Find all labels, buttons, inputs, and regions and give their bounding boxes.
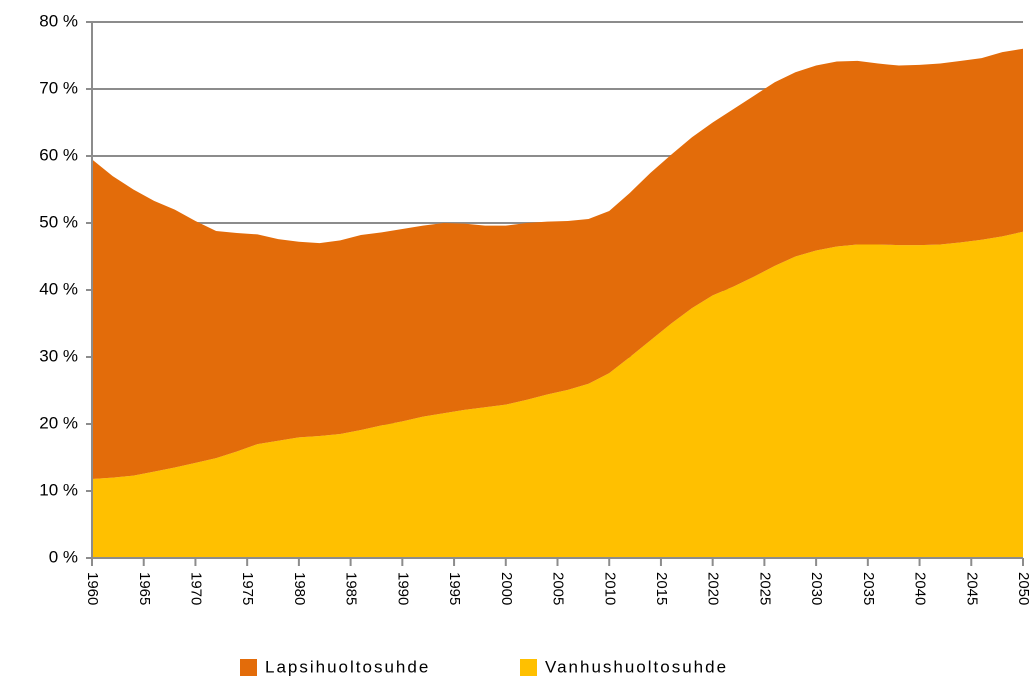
x-tick-label: 1975 xyxy=(239,572,256,605)
y-tick-label: 10 % xyxy=(39,480,78,499)
x-tick-label: 2015 xyxy=(653,572,670,605)
x-tick-label: 1960 xyxy=(84,572,101,605)
x-tick-label: 2035 xyxy=(860,572,877,605)
x-tick-label: 2050 xyxy=(1015,572,1032,605)
x-tick-label: 1970 xyxy=(187,572,204,605)
x-tick-label: 2000 xyxy=(498,572,515,605)
legend-label: Vanhushuoltosuhde xyxy=(545,657,728,676)
x-tick-label: 2010 xyxy=(601,572,618,605)
x-tick-label: 2040 xyxy=(912,572,929,605)
x-tick-label: 1995 xyxy=(446,572,463,605)
area xyxy=(92,231,1023,558)
legend-label: Lapsihuoltosuhde xyxy=(265,657,430,676)
area xyxy=(92,48,1023,479)
x-tick-label: 1965 xyxy=(136,572,153,605)
x-tick-label: 2020 xyxy=(705,572,722,605)
y-tick-label: 0 % xyxy=(49,547,78,566)
x-tick-label: 1980 xyxy=(291,572,308,605)
x-tick-label: 2005 xyxy=(550,572,567,605)
legend-swatch xyxy=(240,659,257,676)
y-tick-label: 30 % xyxy=(39,346,78,365)
y-tick-label: 70 % xyxy=(39,78,78,97)
legend-swatch xyxy=(520,659,537,676)
x-tick-label: 2045 xyxy=(963,572,980,605)
y-tick-label: 20 % xyxy=(39,413,78,432)
x-tick-label: 1990 xyxy=(394,572,411,605)
x-tick-label: 2030 xyxy=(808,572,825,605)
x-tick-label: 1985 xyxy=(343,572,360,605)
x-tick-label: 2025 xyxy=(756,572,773,605)
y-tick-label: 80 % xyxy=(39,11,78,30)
y-tick-label: 50 % xyxy=(39,212,78,231)
y-tick-label: 40 % xyxy=(39,279,78,298)
y-tick-label: 60 % xyxy=(39,145,78,164)
